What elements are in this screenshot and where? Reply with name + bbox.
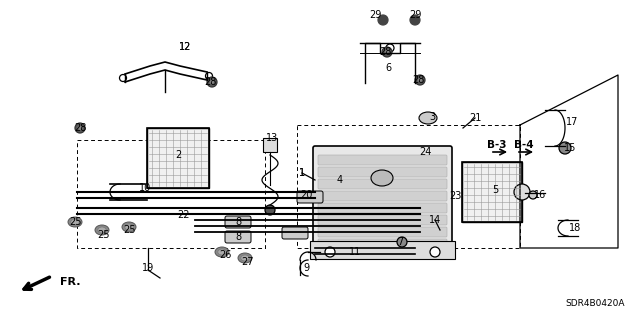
FancyBboxPatch shape bbox=[318, 179, 447, 189]
Text: 21: 21 bbox=[469, 113, 481, 123]
FancyBboxPatch shape bbox=[297, 191, 323, 203]
Ellipse shape bbox=[125, 224, 133, 230]
Ellipse shape bbox=[241, 255, 249, 261]
Text: B-4: B-4 bbox=[514, 140, 534, 150]
Ellipse shape bbox=[122, 222, 136, 232]
Circle shape bbox=[325, 247, 335, 257]
Text: 1: 1 bbox=[299, 168, 305, 178]
Text: 28: 28 bbox=[379, 47, 391, 57]
Circle shape bbox=[207, 77, 217, 87]
Text: 28: 28 bbox=[74, 123, 86, 133]
FancyBboxPatch shape bbox=[318, 239, 447, 249]
Text: SDR4B0420A: SDR4B0420A bbox=[566, 299, 625, 308]
FancyBboxPatch shape bbox=[318, 155, 447, 165]
Ellipse shape bbox=[98, 227, 106, 233]
Text: 18: 18 bbox=[569, 223, 581, 233]
Text: 11: 11 bbox=[349, 247, 361, 257]
Ellipse shape bbox=[95, 225, 109, 235]
Text: 29: 29 bbox=[369, 10, 381, 20]
Ellipse shape bbox=[419, 112, 437, 124]
FancyBboxPatch shape bbox=[318, 203, 447, 213]
Text: FR.: FR. bbox=[60, 277, 81, 287]
Text: 29: 29 bbox=[409, 10, 421, 20]
Text: 25: 25 bbox=[124, 225, 136, 235]
Bar bbox=[297, 125, 520, 248]
Text: 25: 25 bbox=[68, 217, 81, 227]
Bar bbox=[310, 241, 455, 259]
Bar bbox=[147, 128, 209, 188]
Circle shape bbox=[415, 75, 425, 85]
Text: 3: 3 bbox=[429, 112, 435, 122]
Text: 28: 28 bbox=[204, 77, 216, 87]
Bar bbox=[462, 162, 522, 222]
Text: 15: 15 bbox=[564, 143, 576, 153]
FancyBboxPatch shape bbox=[318, 227, 447, 237]
FancyBboxPatch shape bbox=[225, 231, 251, 243]
Ellipse shape bbox=[238, 253, 252, 263]
Ellipse shape bbox=[68, 217, 82, 227]
Text: 8: 8 bbox=[235, 232, 241, 242]
Text: 12: 12 bbox=[179, 42, 191, 52]
Text: 12: 12 bbox=[179, 42, 191, 52]
FancyBboxPatch shape bbox=[318, 215, 447, 225]
Text: 13: 13 bbox=[266, 133, 278, 143]
Bar bbox=[462, 162, 522, 222]
Text: 19: 19 bbox=[142, 263, 154, 273]
Text: 28: 28 bbox=[412, 75, 424, 85]
Bar bbox=[77, 140, 265, 248]
Text: 22: 22 bbox=[177, 210, 189, 220]
Text: 5: 5 bbox=[492, 185, 498, 195]
Text: 8: 8 bbox=[235, 217, 241, 227]
FancyBboxPatch shape bbox=[282, 227, 308, 239]
Text: 27: 27 bbox=[242, 257, 254, 267]
Ellipse shape bbox=[215, 247, 229, 257]
Text: 26: 26 bbox=[219, 250, 231, 260]
Text: 1: 1 bbox=[299, 168, 305, 178]
Circle shape bbox=[209, 79, 214, 85]
FancyBboxPatch shape bbox=[318, 191, 447, 201]
Circle shape bbox=[397, 237, 407, 247]
Text: 9: 9 bbox=[303, 263, 309, 273]
Text: 25: 25 bbox=[97, 230, 109, 240]
Text: 16: 16 bbox=[534, 190, 546, 200]
Text: 17: 17 bbox=[566, 117, 578, 127]
Text: 2: 2 bbox=[175, 150, 181, 160]
Circle shape bbox=[559, 142, 571, 154]
Circle shape bbox=[265, 205, 275, 215]
Circle shape bbox=[430, 247, 440, 257]
Circle shape bbox=[75, 123, 85, 133]
Text: B-3: B-3 bbox=[487, 140, 507, 150]
Circle shape bbox=[120, 75, 127, 81]
Text: 4: 4 bbox=[337, 175, 343, 185]
Circle shape bbox=[386, 44, 394, 52]
Bar bbox=[263, 138, 277, 152]
Circle shape bbox=[205, 72, 212, 79]
Circle shape bbox=[514, 184, 530, 200]
Ellipse shape bbox=[371, 170, 393, 186]
Circle shape bbox=[77, 125, 83, 130]
Circle shape bbox=[417, 78, 422, 83]
Text: 6: 6 bbox=[385, 63, 391, 73]
Text: 7: 7 bbox=[397, 237, 403, 247]
Text: 24: 24 bbox=[419, 147, 431, 157]
Circle shape bbox=[410, 15, 420, 25]
Circle shape bbox=[382, 47, 392, 57]
Circle shape bbox=[385, 49, 390, 55]
Bar bbox=[147, 128, 209, 188]
FancyBboxPatch shape bbox=[318, 167, 447, 177]
Circle shape bbox=[378, 15, 388, 25]
FancyBboxPatch shape bbox=[225, 216, 251, 228]
Ellipse shape bbox=[71, 219, 79, 225]
Text: 10: 10 bbox=[139, 183, 151, 193]
Circle shape bbox=[529, 191, 537, 199]
Text: 20: 20 bbox=[300, 190, 312, 200]
Text: 14: 14 bbox=[429, 215, 441, 225]
Text: 23: 23 bbox=[449, 191, 461, 201]
FancyBboxPatch shape bbox=[313, 146, 452, 245]
Ellipse shape bbox=[218, 249, 226, 255]
